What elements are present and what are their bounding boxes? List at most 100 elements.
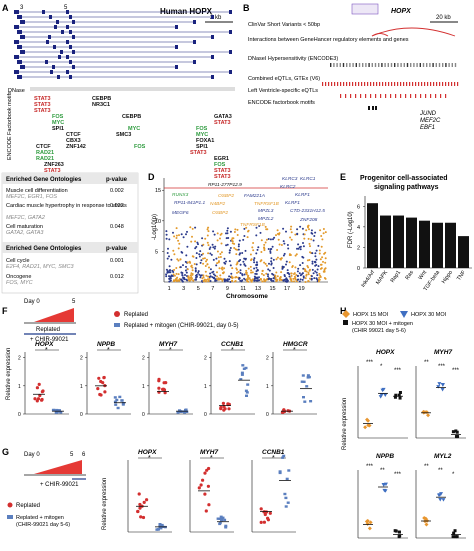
manhattan-point bbox=[202, 280, 205, 283]
manhattan-point bbox=[229, 230, 232, 233]
manhattan-point bbox=[179, 266, 182, 269]
go-header-bg bbox=[2, 173, 138, 184]
manhattan-point bbox=[235, 267, 238, 270]
manhattan-point bbox=[173, 274, 176, 277]
manhattan-point bbox=[267, 273, 269, 276]
h-sig: ** bbox=[424, 464, 429, 470]
manhattan-point bbox=[208, 266, 210, 269]
dnasei-mark bbox=[422, 63, 425, 67]
manhattan-point bbox=[317, 265, 320, 268]
exon-block bbox=[17, 15, 22, 19]
exon-block bbox=[72, 65, 75, 69]
gene-name-b: HOPX bbox=[391, 8, 412, 15]
exon-block bbox=[56, 20, 59, 24]
sig-star: * bbox=[293, 347, 296, 354]
dnasei-mark bbox=[454, 63, 457, 67]
motif-label-stat3: STAT3 bbox=[190, 150, 207, 156]
manhattan-point bbox=[295, 253, 298, 256]
motif-label-fos: FOS bbox=[134, 144, 146, 150]
manhattan-point bbox=[296, 278, 299, 281]
manhattan-point bbox=[264, 241, 267, 244]
lv-eqtl-mark bbox=[400, 94, 402, 98]
manhattan-point bbox=[223, 280, 226, 283]
sig-star: * bbox=[169, 347, 172, 354]
manhattan-point bbox=[270, 263, 273, 266]
manhattan-point bbox=[261, 272, 263, 275]
manhattan-point bbox=[297, 267, 300, 270]
manhattan-point bbox=[270, 279, 273, 282]
exon-block bbox=[61, 30, 64, 34]
exon-block bbox=[20, 50, 25, 54]
panel-a-title: Human HOPX bbox=[160, 7, 213, 16]
manhattan-point bbox=[183, 278, 186, 281]
manhattan-point bbox=[180, 271, 183, 274]
manhattan-point bbox=[263, 243, 266, 246]
manhattan-point bbox=[315, 258, 318, 261]
track-eqtl-label: Combined eQTLs, GTEx (V6) bbox=[248, 76, 320, 82]
eqtl-mark bbox=[364, 82, 366, 86]
manhattan-gene-label: ZNF208 bbox=[299, 217, 318, 223]
exon-block bbox=[17, 45, 22, 49]
h-point-mitogen bbox=[451, 535, 455, 539]
manhattan-point bbox=[266, 228, 269, 231]
manhattan-point bbox=[191, 235, 193, 238]
manhattan-point bbox=[278, 243, 281, 246]
manhattan-point bbox=[285, 277, 288, 280]
manhattan-point bbox=[247, 229, 250, 232]
manhattan-point bbox=[253, 275, 256, 278]
lv-eqtl-mark bbox=[345, 94, 347, 98]
go-header2-p: p-value bbox=[106, 246, 128, 252]
manhattan-ytick-label: 5 bbox=[155, 249, 158, 255]
manhattan-point bbox=[319, 258, 322, 261]
h-ylabel: Relative expression bbox=[342, 398, 348, 450]
replated-point bbox=[37, 382, 41, 386]
exon-block bbox=[193, 20, 196, 24]
eqtl-mark bbox=[334, 82, 336, 86]
replated-point bbox=[266, 518, 270, 522]
manhattan-point bbox=[213, 276, 216, 279]
manhattan-point bbox=[202, 262, 205, 265]
manhattan-point bbox=[263, 247, 266, 250]
e-category-label: MAPK bbox=[375, 269, 389, 285]
mitogen-point bbox=[176, 411, 180, 414]
manhattan-point bbox=[228, 249, 231, 252]
replated-point bbox=[219, 407, 223, 411]
h-sig: *** bbox=[366, 464, 374, 470]
manhattan-point bbox=[267, 248, 270, 250]
manhattan-point bbox=[184, 274, 186, 276]
manhattan-point bbox=[165, 230, 168, 233]
dnasei-mark bbox=[368, 63, 370, 67]
plot-ytick-label: 2 bbox=[142, 356, 145, 362]
manhattan-gene-label: KLRF1 bbox=[295, 192, 310, 198]
replated-point bbox=[262, 510, 266, 514]
manhattan-point bbox=[212, 258, 215, 261]
manhattan-point bbox=[193, 263, 196, 265]
motif-label-cebpb: CEBPB bbox=[92, 96, 111, 102]
dnasei-mark bbox=[432, 63, 434, 67]
manhattan-point bbox=[178, 234, 180, 237]
manhattan-point bbox=[237, 243, 240, 246]
manhattan-point bbox=[301, 255, 304, 258]
exon-block bbox=[66, 25, 69, 29]
manhattan-point bbox=[314, 264, 317, 267]
f-timeline-wedge bbox=[34, 308, 74, 322]
manhattan-point bbox=[216, 271, 218, 274]
manhattan-point bbox=[171, 269, 174, 272]
h-point-mitogen bbox=[452, 531, 456, 535]
plot-gene-title: NPPB bbox=[97, 341, 115, 348]
manhattan-point bbox=[286, 269, 289, 272]
manhattan-point bbox=[252, 242, 255, 244]
go-header-p: p-value bbox=[106, 177, 128, 183]
manhattan-ylabel: -Log10(p) bbox=[152, 214, 158, 240]
exon-block bbox=[193, 40, 196, 44]
exon-block bbox=[69, 30, 72, 34]
motif-label-stat3: STAT3 bbox=[34, 108, 51, 114]
manhattan-point bbox=[213, 233, 216, 236]
motif-label-znf142: ZNF142 bbox=[66, 144, 86, 150]
manhattan-point bbox=[220, 232, 223, 235]
exon-block bbox=[17, 30, 22, 34]
manhattan-point bbox=[263, 278, 266, 281]
e-bar bbox=[458, 236, 469, 268]
motif-label-fos: FOS bbox=[196, 126, 208, 132]
eqtl-mark bbox=[346, 82, 348, 86]
